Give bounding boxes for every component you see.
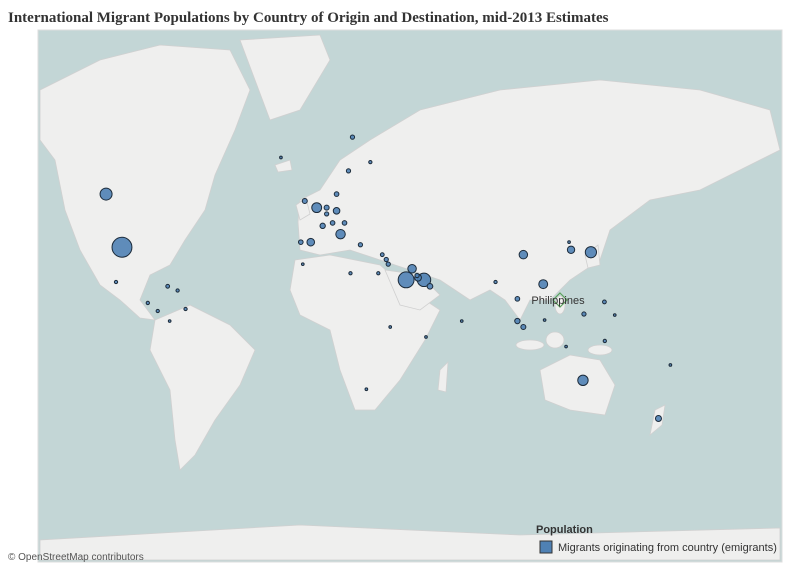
migrant-bubble[interactable] <box>348 271 353 276</box>
migrant-bubble[interactable] <box>183 306 188 312</box>
migrant-bubble[interactable] <box>407 264 417 274</box>
migrant-bubble[interactable] <box>167 319 172 323</box>
migrant-bubble[interactable] <box>111 236 133 258</box>
migrant-bubble[interactable] <box>542 318 547 322</box>
migrant-bubble[interactable] <box>175 288 180 293</box>
migrant-bubble[interactable] <box>333 191 340 197</box>
migrant-bubble[interactable] <box>306 237 316 247</box>
migrant-bubble[interactable] <box>345 168 352 174</box>
migrant-bubble[interactable] <box>424 335 428 339</box>
migrant-bubble[interactable] <box>301 198 308 205</box>
migrant-bubble[interactable] <box>319 222 326 230</box>
migrant-bubble[interactable] <box>514 317 521 325</box>
migrant-bubble[interactable] <box>368 159 373 165</box>
migrant-bubble[interactable] <box>414 272 420 279</box>
migrant-bubble[interactable] <box>385 261 391 267</box>
migrant-bubble[interactable] <box>577 374 589 387</box>
migrant-bubble[interactable] <box>332 207 341 215</box>
migrant-bubble[interactable] <box>145 300 150 306</box>
migrant-bubble[interactable] <box>493 279 498 285</box>
map-title: International Migrant Populations by Cou… <box>8 10 609 26</box>
migrant-bubble[interactable] <box>335 228 346 240</box>
migrant-bubble[interactable] <box>397 271 415 289</box>
migrant-bubble[interactable] <box>300 262 305 266</box>
migrant-bubble[interactable] <box>165 283 171 289</box>
migrant-bubble[interactable] <box>668 363 673 367</box>
migrant-bubble[interactable] <box>113 279 119 285</box>
migrant-bubble[interactable] <box>376 271 381 276</box>
migrant-bubble[interactable] <box>520 324 527 331</box>
marker-layer <box>99 134 673 422</box>
migrant-bubble[interactable] <box>602 299 607 305</box>
legend-title: Population <box>536 524 593 536</box>
migrant-bubble[interactable] <box>514 296 521 302</box>
migrant-bubble[interactable] <box>297 239 304 245</box>
migrant-bubble[interactable] <box>602 338 607 344</box>
migrant-bubble[interactable] <box>349 134 356 140</box>
migrant-bubble[interactable] <box>567 240 571 244</box>
migrant-bubble[interactable] <box>99 187 113 201</box>
migrant-bubble[interactable] <box>538 279 549 290</box>
migrant-bubble[interactable] <box>323 204 330 211</box>
migrant-bubble[interactable] <box>155 308 160 314</box>
migrant-bubble[interactable] <box>518 249 529 260</box>
place-label: Philippines <box>531 295 585 307</box>
migrant-bubble[interactable] <box>379 252 385 258</box>
migrant-bubble[interactable] <box>581 311 587 317</box>
migrant-bubble[interactable] <box>584 246 598 259</box>
attribution: © OpenStreetMap contributors <box>8 552 144 563</box>
legend-entry: Migrants originating from country (emigr… <box>558 542 777 554</box>
migrant-bubble[interactable] <box>357 242 364 248</box>
migrant-bubble[interactable] <box>388 325 393 329</box>
migrant-bubble[interactable] <box>459 319 464 323</box>
legend-swatch <box>539 540 553 554</box>
migrant-bubble[interactable] <box>329 220 336 226</box>
migrant-bubble[interactable] <box>564 344 568 349</box>
migrant-bubble[interactable] <box>364 387 369 392</box>
migrant-bubble[interactable] <box>341 220 348 226</box>
place-marker <box>552 292 568 308</box>
migrant-bubble[interactable] <box>324 211 330 217</box>
land <box>39 34 781 561</box>
migrant-bubble[interactable] <box>279 155 283 160</box>
migrant-bubble[interactable] <box>311 202 323 214</box>
migrant-bubble[interactable] <box>383 256 389 263</box>
migrant-bubble[interactable] <box>426 282 434 290</box>
migrant-bubble[interactable] <box>654 414 662 422</box>
migrant-bubble[interactable] <box>566 245 576 254</box>
migrant-bubble[interactable] <box>612 313 617 317</box>
